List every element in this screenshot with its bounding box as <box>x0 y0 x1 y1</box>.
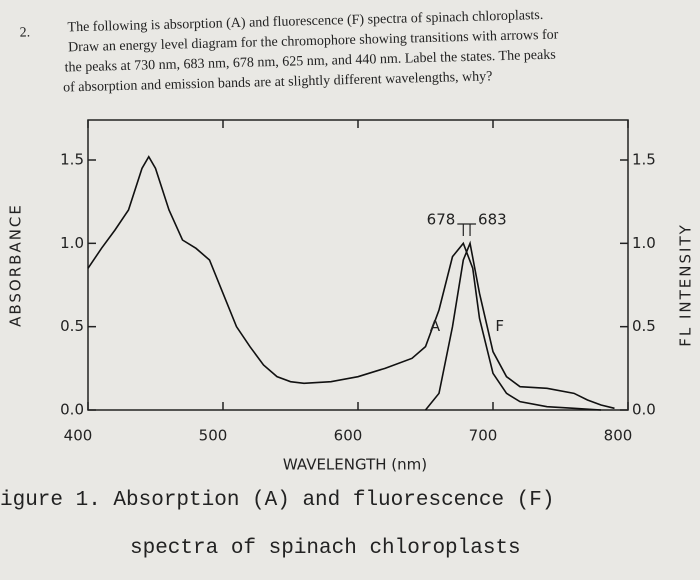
y-axis-label: ABSORBANCE <box>7 203 25 327</box>
y2-tick-label: 0.0 <box>632 401 656 419</box>
x-tick-label: 400 <box>64 427 93 445</box>
series-label: A <box>430 317 441 335</box>
y-tick-label: 1.0 <box>60 234 84 252</box>
caption: igure 1. Absorption (A) and fluorescence… <box>0 489 555 512</box>
x-axis-label: WAVELENGTH (nm) <box>283 456 427 474</box>
y-tick-label: 0.0 <box>60 401 84 419</box>
series-label: F <box>495 317 504 335</box>
y-tick-label: 0.5 <box>60 317 84 335</box>
question-number: 2. <box>20 25 31 40</box>
annotation-label: 678 <box>427 211 456 229</box>
x-tick-label: 600 <box>334 427 363 445</box>
annotation-label: 683 <box>478 211 507 229</box>
x-tick-label: 500 <box>199 427 228 445</box>
question: 2. The following is absorption (A) and f… <box>20 8 559 96</box>
line-series <box>424 240 615 411</box>
y2-axis-label: FL INTENSITY <box>677 223 695 347</box>
y2-tick-label: 1.0 <box>632 234 656 252</box>
plot-frame <box>87 119 629 411</box>
y2-tick-label: 0.5 <box>632 317 656 335</box>
x-tick-label: 700 <box>469 427 498 445</box>
x-tick-label: 800 <box>604 427 633 445</box>
y2-tick-label: 1.5 <box>632 151 656 169</box>
line-series <box>87 155 602 411</box>
y-tick-label: 1.5 <box>60 151 84 169</box>
caption: spectra of spinach chloroplasts <box>130 537 521 560</box>
